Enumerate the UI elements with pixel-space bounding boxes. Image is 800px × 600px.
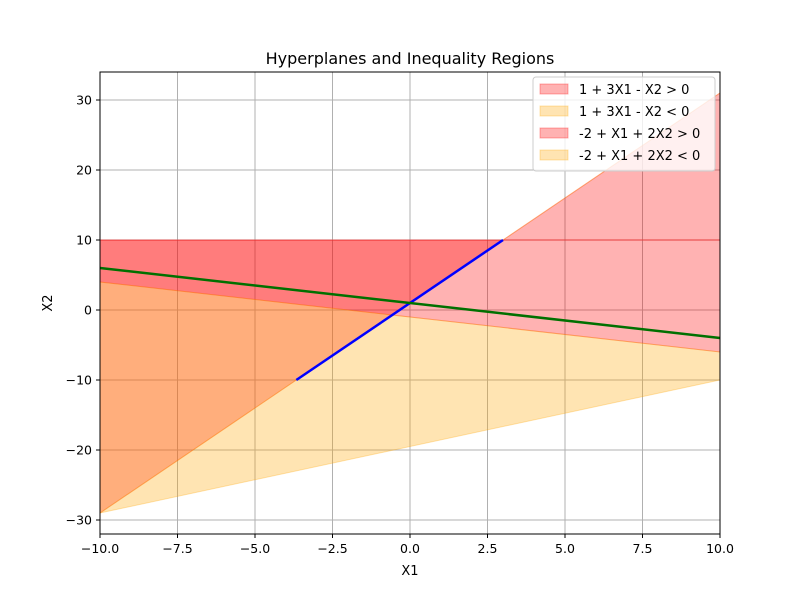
legend: 1 + 3X1 - X2 > 0 1 + 3X1 - X2 < 0 -2 + X1 … [532,76,716,172]
y-tick-label-3: 0 [84,303,92,318]
x-tick-label-3: −2.5 [317,541,347,556]
legend-swatch-2 [539,127,569,139]
x-axis-label: X1 [401,564,418,579]
legend-label-0: 1 + 3X1 - X2 > 0 [579,83,689,98]
hyperplane-line-1 [99,266,721,340]
x-tick-label-1: −7.5 [162,541,192,556]
legend-swatch-1 [539,105,569,117]
y-tick-label-0: −30 [66,513,92,528]
y-axis-label: X2 [41,294,56,311]
y-tick-label-4: 10 [76,233,92,248]
hyperplane-line-0 [295,238,504,382]
legend-label-2: -2 + X1 + 2X2 > 0 [579,127,700,142]
hyperplane-lines [99,238,721,382]
x-tick-label-0: −10.0 [81,541,119,556]
x-tick-label-8: 10.0 [706,541,734,556]
x-tick-label-6: 5.0 [555,541,575,556]
legend-label-3: -2 + X1 + 2X2 < 0 [579,149,700,164]
legend-label-1: 1 + 3X1 - X2 < 0 [579,105,689,120]
x-tick-label-2: −5.0 [240,541,270,556]
x-axis-ticks: −10.0 −7.5 −5.0 −2.5 0.0 2.5 5.0 7.5 10.0 [81,534,734,556]
legend-swatch-3 [539,149,569,161]
legend-box [532,76,716,172]
x-tick-label-7: 7.5 [633,541,653,556]
y-tick-label-1: −20 [66,443,92,458]
y-tick-label-2: −10 [66,373,92,388]
y-axis-ticks: −30 −20 −10 0 10 20 30 [66,93,100,528]
y-tick-label-6: 30 [76,93,92,108]
chart-title: Hyperplanes and Inequality Regions [266,49,555,68]
x-tick-label-4: 0.0 [400,541,420,556]
y-tick-label-5: 20 [76,163,92,178]
x-tick-label-5: 2.5 [478,541,498,556]
legend-swatch-0 [539,83,569,95]
